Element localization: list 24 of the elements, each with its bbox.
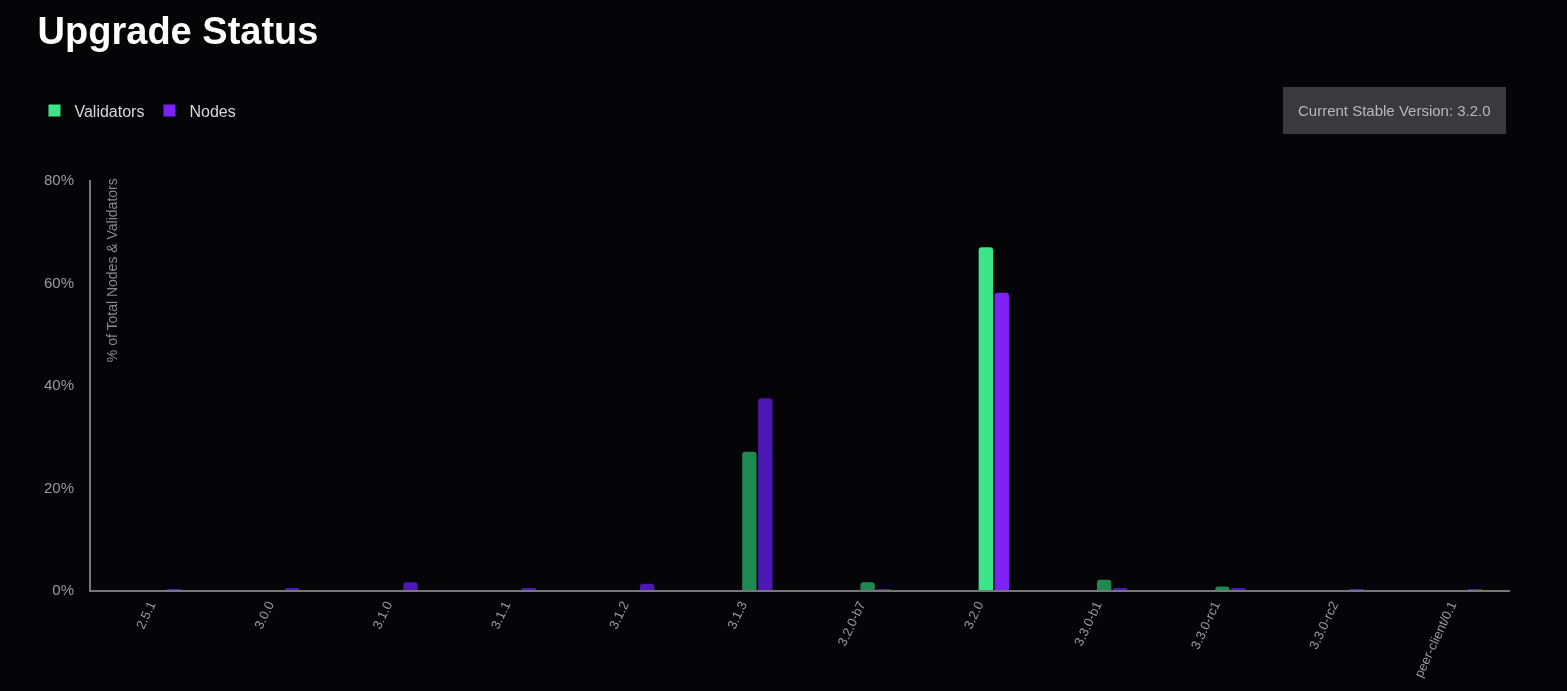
x-tick-label: 3.1.1 bbox=[487, 598, 514, 632]
legend-label: Nodes bbox=[189, 102, 236, 120]
bar bbox=[758, 398, 773, 590]
y-tick-label: 80% bbox=[43, 171, 74, 189]
bar bbox=[1096, 579, 1112, 590]
legend-label: Validators bbox=[74, 102, 145, 120]
chart-title: Upgrade Status bbox=[37, 9, 319, 52]
y-axis-title: % of Total Nodes & Validators bbox=[104, 178, 121, 363]
bar bbox=[860, 582, 875, 590]
bar bbox=[403, 582, 418, 590]
y-tick-label: 40% bbox=[43, 376, 74, 394]
y-tick-label: 20% bbox=[43, 478, 74, 496]
bar bbox=[994, 292, 1009, 590]
text: Current Stable Version: 3.2.0 bbox=[1298, 102, 1491, 119]
y-tick-label: 60% bbox=[43, 273, 74, 291]
x-tick-label: 2.5.1 bbox=[132, 598, 159, 632]
x-tick-label: 3.1.0 bbox=[369, 598, 396, 632]
x-tick-label: 3.0.0 bbox=[251, 598, 277, 632]
y-tick-label: 0% bbox=[52, 581, 74, 599]
bar bbox=[742, 451, 757, 590]
x-tick-label: 3.1.2 bbox=[605, 598, 632, 632]
x-tick-label: 3.1.3 bbox=[724, 598, 750, 632]
bar bbox=[978, 247, 994, 590]
x-tick-label: 3.2.0 bbox=[960, 598, 987, 632]
